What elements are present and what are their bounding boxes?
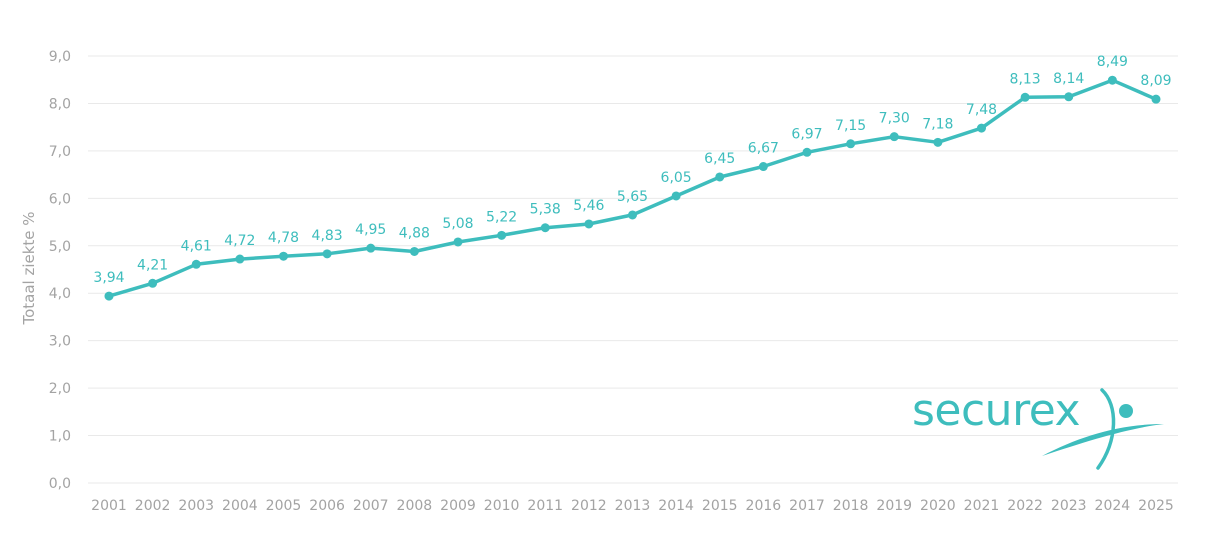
x-tick-label: 2010 bbox=[484, 498, 520, 514]
data-label: 8,49 bbox=[1097, 54, 1128, 70]
data-label: 4,61 bbox=[181, 238, 212, 254]
data-point bbox=[1020, 92, 1030, 102]
x-tick-label: 2018 bbox=[833, 498, 869, 514]
x-tick-label: 2020 bbox=[920, 498, 956, 514]
data-labels: 3,94 4,21 4,61 4,72 4,78 4,83 4,95 4,88 5,08 5,22… bbox=[93, 54, 1171, 286]
data-point bbox=[497, 230, 507, 240]
data-points bbox=[104, 75, 1161, 301]
data-label: 5,22 bbox=[486, 209, 517, 225]
x-tick-label: 2003 bbox=[178, 498, 214, 514]
x-tick-label: 2004 bbox=[222, 498, 258, 514]
data-point bbox=[540, 223, 550, 233]
x-tick-label: 2016 bbox=[746, 498, 782, 514]
x-tick-label: 2024 bbox=[1095, 498, 1131, 514]
data-point bbox=[846, 139, 856, 149]
data-label: 7,48 bbox=[966, 102, 997, 118]
data-point bbox=[628, 210, 637, 220]
y-tick-label: 8,0 bbox=[49, 96, 71, 112]
x-axis-tick-labels: 2001 2002 2003 2004 2005 2006 2007 2008 2009 2010… bbox=[91, 498, 1174, 514]
y-tick-label: 5,0 bbox=[49, 239, 71, 255]
data-label: 4,21 bbox=[137, 257, 168, 273]
data-point bbox=[1151, 94, 1161, 104]
data-point bbox=[148, 278, 158, 288]
data-label: 8,13 bbox=[1010, 71, 1041, 87]
x-tick-label: 2006 bbox=[309, 498, 345, 514]
logo-dot-mark bbox=[1119, 404, 1133, 418]
data-point bbox=[322, 249, 332, 259]
data-label: 6,97 bbox=[791, 126, 822, 142]
x-tick-label: 2025 bbox=[1138, 498, 1174, 514]
securex-logo: securex bbox=[912, 385, 1164, 470]
data-label: 5,38 bbox=[530, 202, 561, 218]
data-label: 6,67 bbox=[748, 141, 779, 157]
x-tick-label: 2013 bbox=[615, 498, 651, 514]
logo-wordmark: securex bbox=[912, 385, 1080, 436]
x-tick-label: 2011 bbox=[527, 498, 563, 514]
x-tick-label: 2009 bbox=[440, 498, 476, 514]
data-label: 5,08 bbox=[442, 216, 473, 232]
x-tick-label: 2005 bbox=[266, 498, 302, 514]
data-point bbox=[191, 259, 201, 269]
data-label: 4,72 bbox=[224, 233, 255, 249]
data-label: 4,95 bbox=[355, 222, 386, 238]
data-point bbox=[104, 291, 114, 301]
data-label: 8,14 bbox=[1053, 71, 1084, 87]
x-tick-label: 2008 bbox=[397, 498, 433, 514]
y-tick-label: 6,0 bbox=[49, 191, 71, 207]
y-tick-label: 3,0 bbox=[49, 334, 71, 350]
data-label: 6,05 bbox=[661, 170, 692, 186]
x-tick-label: 2019 bbox=[876, 498, 912, 514]
data-point bbox=[889, 132, 899, 142]
data-label: 8,09 bbox=[1140, 73, 1171, 89]
y-tick-label: 7,0 bbox=[49, 144, 71, 160]
x-tick-label: 2023 bbox=[1051, 498, 1087, 514]
data-label: 4,88 bbox=[399, 225, 430, 241]
logo-arc-mark bbox=[1096, 388, 1116, 470]
x-tick-label: 2014 bbox=[658, 498, 694, 514]
data-label: 5,65 bbox=[617, 189, 648, 205]
data-label: 7,18 bbox=[922, 116, 953, 132]
data-point bbox=[758, 162, 768, 172]
y-tick-label: 1,0 bbox=[49, 429, 71, 445]
data-point bbox=[584, 219, 594, 229]
x-tick-label: 2002 bbox=[135, 498, 171, 514]
x-tick-label: 2007 bbox=[353, 498, 389, 514]
data-point bbox=[366, 243, 376, 253]
x-tick-label: 2012 bbox=[571, 498, 607, 514]
y-tick-label: 9,0 bbox=[49, 49, 71, 65]
x-tick-label: 2022 bbox=[1007, 498, 1043, 514]
data-label: 6,45 bbox=[704, 151, 735, 167]
data-point bbox=[933, 137, 943, 147]
x-tick-label: 2021 bbox=[964, 498, 1000, 514]
data-point bbox=[1064, 92, 1074, 102]
data-label: 7,30 bbox=[879, 111, 910, 127]
data-label: 4,83 bbox=[312, 228, 343, 244]
x-tick-label: 2001 bbox=[91, 498, 127, 514]
y-tick-label: 4,0 bbox=[49, 286, 71, 302]
data-point bbox=[671, 191, 681, 201]
data-label: 5,46 bbox=[573, 198, 604, 214]
data-point bbox=[409, 246, 419, 256]
y-tick-label: 0,0 bbox=[49, 476, 71, 492]
y-tick-label: 2,0 bbox=[49, 381, 71, 397]
data-point bbox=[279, 251, 288, 261]
y-axis-tick-labels: 0,0 1,0 2,0 3,0 4,0 5,0 6,0 7,0 8,0 9,0 bbox=[49, 49, 71, 492]
data-point bbox=[453, 237, 463, 247]
data-point bbox=[235, 254, 245, 264]
y-axis-title: Totaal ziekte % bbox=[20, 211, 38, 325]
data-point bbox=[802, 147, 812, 157]
x-tick-label: 2017 bbox=[789, 498, 825, 514]
data-label: 3,94 bbox=[93, 270, 124, 286]
data-label: 7,15 bbox=[835, 118, 866, 134]
data-point bbox=[715, 172, 725, 182]
gridlines bbox=[88, 55, 1178, 484]
x-tick-label: 2015 bbox=[702, 498, 738, 514]
data-point bbox=[1107, 75, 1117, 85]
data-point bbox=[977, 123, 986, 133]
data-label: 4,78 bbox=[268, 230, 299, 246]
